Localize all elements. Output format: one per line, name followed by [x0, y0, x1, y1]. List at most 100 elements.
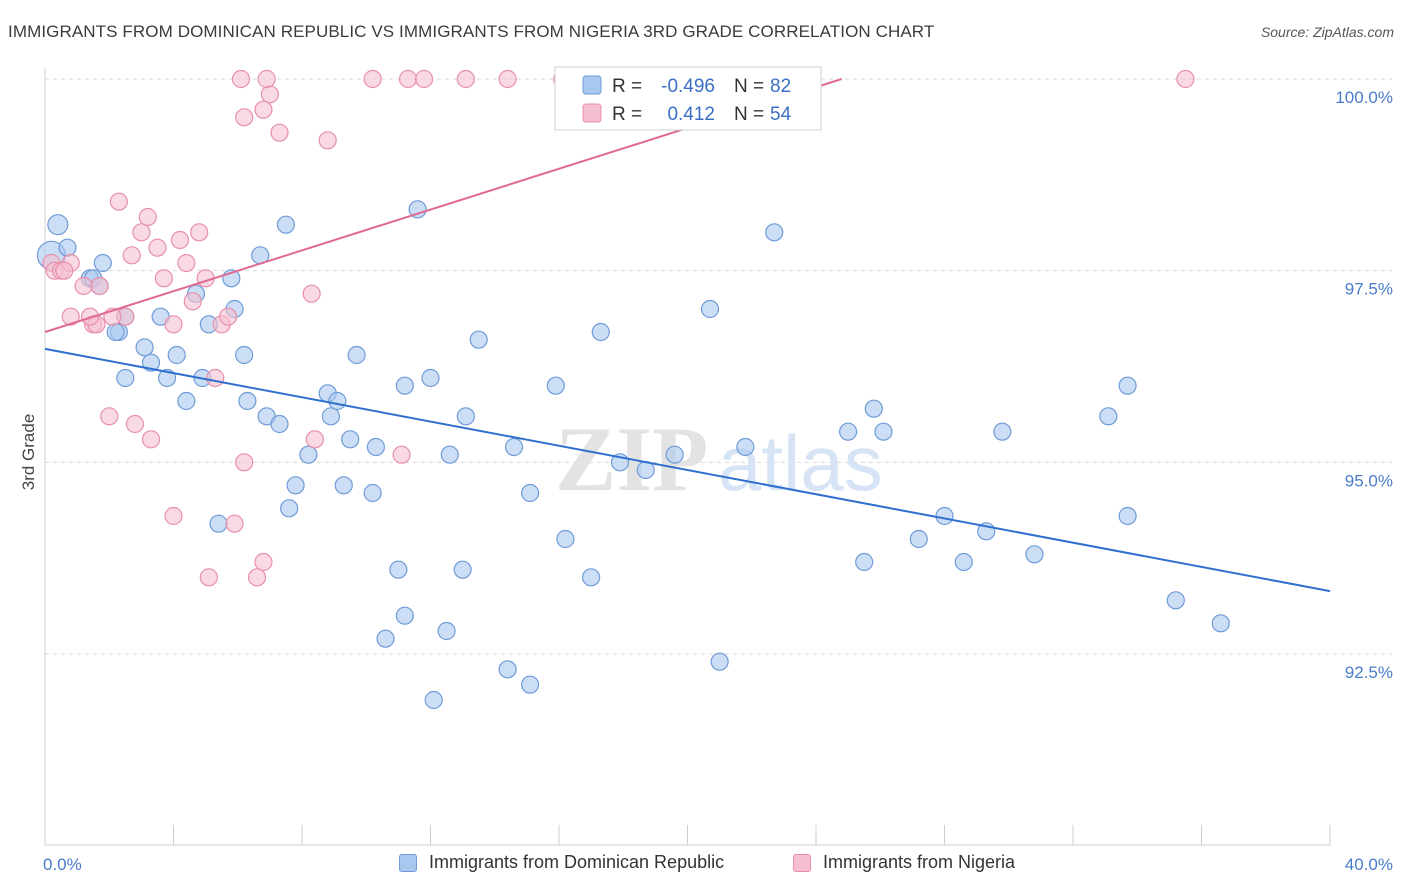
point-nigeria	[125, 414, 145, 434]
point-dominican	[710, 652, 729, 671]
legend-label-nigeria: Immigrants from Nigeria	[823, 852, 1016, 872]
point-dominican	[498, 660, 517, 679]
point-dominican	[157, 368, 177, 388]
legend-label-dominican: Immigrants from Dominican Republic	[429, 852, 725, 872]
point-nigeria	[254, 100, 273, 119]
point-dominican	[58, 238, 77, 257]
point-nigeria	[154, 269, 173, 288]
point-dominican	[408, 200, 427, 219]
point-dominican	[116, 368, 135, 388]
point-dominican	[874, 422, 893, 441]
y-tick-label: 95.0%	[1345, 471, 1393, 490]
point-dominican	[177, 391, 196, 411]
point-dominican	[546, 376, 565, 395]
point-nigeria	[456, 69, 475, 89]
point-dominican	[935, 506, 954, 526]
point-nigeria	[1176, 69, 1195, 89]
point-nigeria	[219, 307, 238, 326]
point-nigeria	[61, 307, 80, 326]
point-nigeria	[398, 69, 418, 89]
point-nigeria	[225, 514, 244, 533]
point-dominican	[209, 514, 228, 533]
point-dominican	[1025, 545, 1044, 564]
point-dominican	[993, 422, 1012, 441]
point-dominican	[839, 422, 858, 441]
source-label: Source: ZipAtlas.com	[1260, 24, 1394, 40]
point-dominican	[1099, 407, 1118, 426]
point-nigeria	[190, 223, 209, 242]
point-nigeria	[270, 123, 289, 142]
point-nigeria	[138, 207, 157, 227]
point-dominican	[395, 376, 414, 395]
point-dominican	[665, 445, 684, 464]
legend-swatch-pink	[582, 103, 602, 123]
point-dominican	[582, 568, 601, 587]
point-dominican	[286, 476, 305, 495]
point-nigeria	[80, 307, 100, 326]
point-nigeria	[235, 108, 254, 127]
point-dominican	[376, 629, 395, 648]
point-nigeria	[257, 69, 276, 89]
point-dominican	[954, 552, 973, 572]
data-points	[36, 69, 1230, 710]
point-nigeria	[100, 407, 119, 426]
point-dominican	[424, 690, 443, 710]
point-nigeria	[74, 276, 93, 296]
point-dominican	[141, 353, 161, 372]
legend-n-value-2: 54	[770, 104, 792, 125]
legend-swatch-blue	[582, 75, 602, 95]
point-dominican	[1211, 614, 1230, 633]
trend-line-dominican	[44, 347, 1331, 593]
trend-lines	[44, 78, 1331, 593]
point-dominican	[270, 414, 289, 434]
point-nigeria	[141, 430, 161, 449]
point-dominican	[437, 621, 456, 641]
point-dominican	[909, 529, 928, 549]
point-dominican	[135, 338, 154, 357]
legend-n-label-1: N =	[734, 76, 764, 97]
point-nigeria	[235, 453, 254, 472]
point-dominican	[453, 560, 472, 579]
legend-swatch-dominican	[399, 853, 417, 872]
legend-r-value-1: -0.496	[661, 76, 715, 97]
y-axis-title: 3rd Grade	[19, 414, 38, 491]
point-dominican	[328, 391, 347, 411]
x-tick-label-min: 0.0%	[43, 855, 82, 874]
point-dominican	[334, 476, 353, 495]
point-dominican	[469, 330, 488, 349]
stats-legend: R = -0.496 N = 82 R = 0.412 N = 54	[554, 66, 822, 131]
x-tick-label-max: 40.0%	[1345, 855, 1393, 874]
point-nigeria	[254, 552, 273, 572]
series-legend-nigeria: Immigrants from Nigeria	[793, 852, 1015, 873]
point-dominican	[47, 214, 69, 236]
point-dominican	[363, 483, 382, 503]
point-dominican	[440, 445, 459, 464]
legend-swatch-nigeria	[793, 853, 811, 872]
point-nigeria	[122, 246, 141, 265]
point-dominican	[1166, 591, 1185, 610]
legend-r-label-2: R =	[612, 104, 642, 125]
point-dominican	[864, 399, 883, 418]
point-nigeria	[170, 230, 190, 250]
tick-labels: 92.5% 95.0% 97.5% 100.0% 0.0% 40.0%	[43, 88, 1393, 874]
point-nigeria	[302, 284, 321, 303]
point-dominican	[106, 322, 125, 342]
point-nigeria	[392, 445, 411, 464]
legend-r-value-2: 0.412	[667, 104, 715, 125]
point-nigeria	[55, 261, 74, 280]
point-dominican	[700, 299, 720, 319]
point-dominican	[321, 407, 341, 426]
point-dominican	[504, 437, 524, 457]
series-legend-dominican: Immigrants from Dominican Republic	[399, 852, 724, 873]
y-tick-label: 92.5%	[1345, 663, 1393, 682]
point-nigeria	[363, 69, 382, 89]
point-dominican	[93, 253, 112, 273]
point-dominican	[1118, 506, 1137, 526]
point-dominican	[389, 560, 408, 579]
point-dominican	[520, 675, 540, 694]
point-dominican	[421, 368, 440, 388]
point-dominican	[736, 437, 755, 457]
point-dominican	[1118, 376, 1137, 395]
point-dominican	[556, 529, 575, 549]
point-nigeria	[109, 192, 128, 211]
